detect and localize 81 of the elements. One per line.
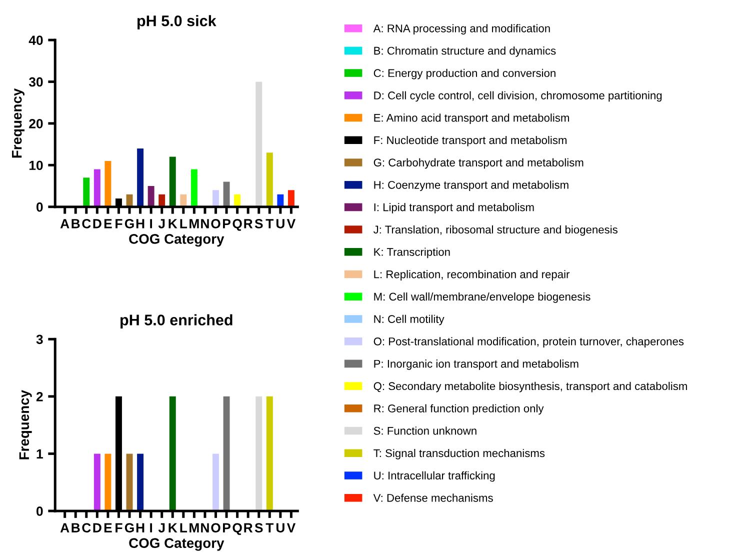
legend-label: K: Transcription xyxy=(374,248,450,258)
y-tick-label: 2 xyxy=(36,392,43,402)
legend-label: B: Chromatin structure and dynamics xyxy=(374,46,556,57)
x-tick-label: G xyxy=(124,523,134,532)
legend-label: T: Signal transduction mechanisms xyxy=(374,448,545,460)
x-tick-label: H xyxy=(136,523,144,532)
x-tick-label: F xyxy=(116,523,122,532)
x-tick-label: K xyxy=(168,523,178,532)
legend-label: L: Replication, recombination and repair xyxy=(374,270,570,280)
x-tick-label: I xyxy=(150,523,152,532)
x-tick-label: A xyxy=(60,523,70,532)
x-tick-label: V xyxy=(286,523,296,532)
legend-label: J: Translation, ribosomal structure and biogenesis xyxy=(373,225,618,236)
y-tick-label: 30 xyxy=(28,77,43,87)
chart-title: pH 5.0 enriched xyxy=(120,314,232,328)
y-axis-title: Frequency xyxy=(12,88,24,158)
legend-label: Q: Secondary metabolite biosynthesis, transport and catabolism xyxy=(374,382,687,392)
x-tick-label: P xyxy=(223,523,230,532)
x-tick-label: K xyxy=(168,219,178,228)
x-tick-label: O xyxy=(211,218,220,228)
x-tick-label: U xyxy=(276,523,284,532)
legend-label: M: Cell wall/membrane/envelope biogenesis xyxy=(374,292,590,303)
legend-label: C: Energy production and conversion xyxy=(374,68,556,80)
legend-label: I: Lipid transport and metabolism xyxy=(374,203,534,214)
legend-label: R: General function prediction only xyxy=(374,404,544,415)
x-tick-label: I xyxy=(150,219,152,228)
x-tick-label: P xyxy=(223,219,230,228)
legend-label: U: Intracellular trafficking xyxy=(374,471,495,482)
legend-label: P: Inorganic ion transport and metabolism xyxy=(374,360,578,370)
x-tick-label: A xyxy=(60,219,70,228)
x-tick-label: N xyxy=(201,219,209,228)
x-tick-label: L xyxy=(180,219,188,228)
y-tick-label: 0 xyxy=(36,202,43,212)
y-tick-label: 10 xyxy=(29,160,43,170)
x-tick-label: T xyxy=(266,219,274,228)
x-tick-label: E xyxy=(104,219,112,228)
y-tick-label: 1 xyxy=(36,449,43,458)
legend-label: N: Cell motility xyxy=(374,314,444,326)
x-tick-label: D xyxy=(93,523,102,532)
x-tick-label: E xyxy=(104,523,112,532)
x-axis-title: COG Category xyxy=(129,234,224,247)
y-tick-label: 3 xyxy=(36,334,43,344)
y-axis-title: Frequency xyxy=(19,390,32,460)
x-tick-label: C xyxy=(82,218,91,228)
x-axis-title: COG Category xyxy=(129,538,224,551)
x-tick-label: R xyxy=(244,219,253,228)
legend-label: S: Function unknown xyxy=(374,426,476,435)
x-tick-label: S xyxy=(254,523,263,532)
x-tick-label: U xyxy=(276,219,284,228)
chart-title: pH 5.0 sick xyxy=(137,15,216,30)
x-tick-label: C xyxy=(82,523,91,532)
x-tick-label: L xyxy=(180,523,188,532)
x-tick-label: B xyxy=(72,523,80,532)
x-tick-label: H xyxy=(136,219,144,228)
legend-label: A: RNA processing and modification xyxy=(373,24,550,35)
x-tick-label: O xyxy=(211,523,220,532)
y-tick-label: 0 xyxy=(36,506,43,516)
x-tick-label: D xyxy=(93,219,102,228)
legend-label: H: Coenzyme transport and metabolism xyxy=(374,180,568,192)
x-tick-label: J xyxy=(158,523,165,532)
legend-label: V: Defense mechanisms xyxy=(373,494,493,502)
legend-label: E: Amino acid transport and metabolism xyxy=(374,114,569,124)
y-tick-label: 40 xyxy=(28,36,43,45)
legend-label: O: Post-translational modification, protein turnover, chaperones xyxy=(374,337,684,348)
x-tick-label: G xyxy=(124,218,134,228)
legend-label: G: Carbohydrate transport and metabolism xyxy=(374,158,584,169)
x-tick-label: R xyxy=(244,523,253,532)
x-tick-label: Q xyxy=(232,523,242,535)
x-tick-label: Q xyxy=(232,218,242,231)
x-tick-label: F xyxy=(116,219,122,228)
x-tick-label: J xyxy=(158,219,165,228)
x-tick-label: B xyxy=(72,219,80,228)
x-tick-label: S xyxy=(254,218,263,228)
x-tick-label: V xyxy=(286,219,296,228)
x-tick-label: M xyxy=(190,219,199,228)
x-tick-label: T xyxy=(266,523,274,532)
y-tick-label: 20 xyxy=(29,119,43,128)
x-tick-label: M xyxy=(190,523,199,532)
legend-label: F: Nucleotide transport and metabolism xyxy=(374,136,566,146)
legend-label: D: Cell cycle control, cell division, chromosome partitioning xyxy=(374,91,662,102)
x-tick-label: N xyxy=(201,523,209,532)
